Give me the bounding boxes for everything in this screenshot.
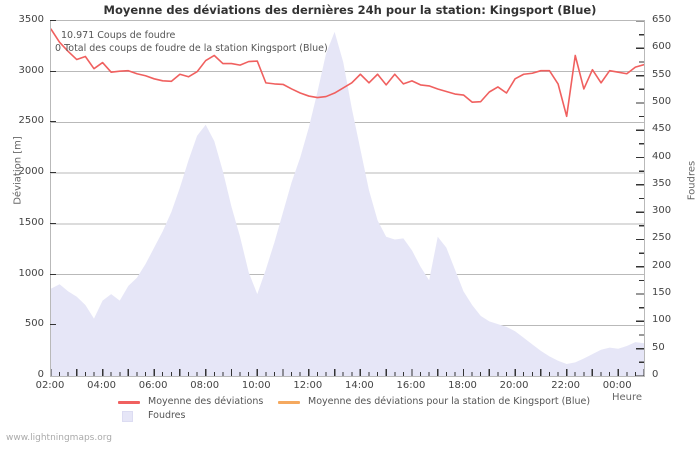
y-axis-left-tick-label: 1000 [18,267,44,279]
y-axis-left-tick-mark [50,172,56,174]
legend-swatch-line-red [118,401,140,404]
y-axis-right-tick-label: 0 [652,369,659,380]
plot-area: 10.971 Coups de foudre 0 Total des coups… [50,20,645,377]
y-axis-left-tick-mark [50,20,56,21]
x-axis-tick-label: 02:00 [35,380,65,391]
x-axis-tick-label: 22:00 [551,380,581,391]
y-axis-right-tick-label: 350 [652,177,672,189]
plot-svg [51,21,644,376]
y-axis-right-tick-label: 450 [652,123,672,135]
page-title: Moyenne des déviations des dernières 24h… [103,3,597,17]
legend-label-moyenne-des-deviations: Moyenne des déviations [148,396,264,407]
y-axis-left-label: Déviation [m] [12,136,24,205]
x-axis-tick-label: 16:00 [396,380,426,391]
y-axis-left-tick-mark [50,70,56,72]
deviation-line-series [51,28,644,118]
y-axis-right-tick-label: 300 [652,205,672,217]
y-axis-right-tick-label: 250 [652,232,672,244]
x-axis-tick-label: 06:00 [138,380,168,391]
annotation-coups-de-foudre: 10.971 Coups de foudre [61,30,176,41]
y-axis-left-tick-label: 3000 [18,64,44,76]
y-axis-right-tick-label: 200 [652,259,672,271]
x-axis-tick-label: 12:00 [293,380,323,391]
y-axis-left-tick-label: 0 [37,369,44,380]
annotation-total-coups-station: 0 Total des coups de foudre de la statio… [55,43,328,54]
y-axis-right-label: Foudres [686,160,698,201]
x-axis-tick-label: 08:00 [190,380,220,391]
y-axis-right-tick-label: 550 [652,68,672,80]
x-axis-label: Heure [612,392,643,403]
watermark: www.lightningmaps.org [6,433,112,443]
y-axis-right-tick-label: 650 [652,14,672,25]
x-axis-tick-label: 04:00 [87,380,116,391]
y-axis-left-tick-label: 2500 [18,115,44,127]
y-axis-right-tick-marks [636,21,644,376]
y-axis-right-tick-label: 100 [652,314,672,326]
x-axis-tick-label: 10:00 [241,380,271,391]
x-axis-tick-label: 18:00 [448,380,477,391]
legend-label-moyenne-station-kingsport: Moyenne des déviations pour la station d… [308,396,591,407]
y-axis-left-tick-mark [50,324,56,326]
y-axis-left-tick-mark [50,222,56,224]
y-axis-right-tick-label: 600 [652,41,672,53]
y-axis-right-tick-label: 150 [652,287,672,299]
y-axis-right-tick-label: 50 [652,341,665,353]
legend-swatch-line-orange [278,401,300,404]
y-axis-left-tick-mark [50,273,56,275]
y-axis-left-tick-label: 1500 [18,216,44,228]
y-axis-left-tick-label: 2000 [18,166,44,178]
x-axis-tick-label: 20:00 [499,380,529,391]
y-axis-right-tick-label: 400 [652,150,672,162]
legend-swatch-area-lavender [122,411,133,422]
y-axis-right-tick-label: 500 [652,95,672,107]
y-axis-left-tick-label: 3500 [18,14,44,25]
legend: Moyenne des déviations Moyenne des dévia… [0,396,700,424]
x-axis-tick-marks [51,369,644,376]
x-axis-tick-label: 00:00 [602,380,632,391]
x-axis-tick-label: 14:00 [344,380,374,391]
legend-label-foudres: Foudres [148,410,186,421]
y-axis-left-tick-mark [50,121,56,123]
foudres-area-series [51,31,644,376]
y-axis-left-tick-label: 500 [24,318,44,330]
